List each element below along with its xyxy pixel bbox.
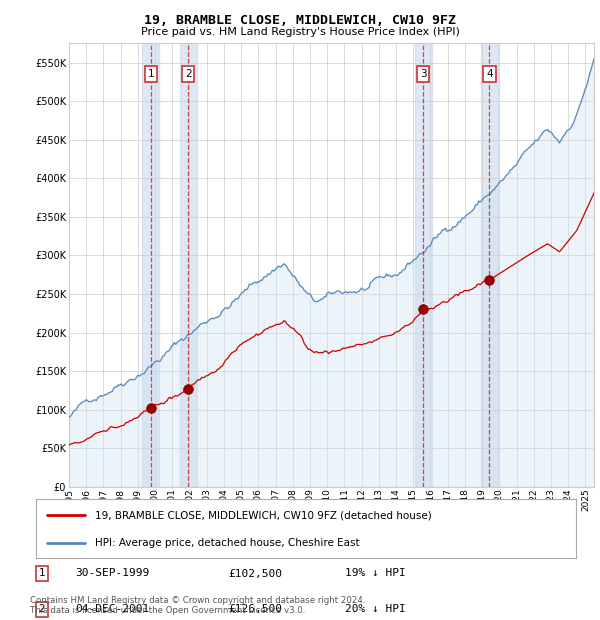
- Text: Contains HM Land Registry data © Crown copyright and database right 2024.
This d: Contains HM Land Registry data © Crown c…: [30, 596, 365, 615]
- Text: 2: 2: [185, 69, 191, 79]
- Text: 19% ↓ HPI: 19% ↓ HPI: [345, 569, 406, 578]
- Text: 30-SEP-1999: 30-SEP-1999: [75, 569, 149, 578]
- Text: 4: 4: [486, 69, 493, 79]
- Text: Price paid vs. HM Land Registry's House Price Index (HPI): Price paid vs. HM Land Registry's House …: [140, 27, 460, 37]
- Bar: [179, 43, 197, 487]
- Text: 3: 3: [420, 69, 427, 79]
- Text: 20% ↓ HPI: 20% ↓ HPI: [345, 604, 406, 614]
- Bar: [142, 43, 160, 487]
- Text: HPI: Average price, detached house, Cheshire East: HPI: Average price, detached house, Ches…: [95, 538, 360, 548]
- Bar: [481, 43, 498, 487]
- Text: 04-DEC-2001: 04-DEC-2001: [75, 604, 149, 614]
- Text: 19, BRAMBLE CLOSE, MIDDLEWICH, CW10 9FZ: 19, BRAMBLE CLOSE, MIDDLEWICH, CW10 9FZ: [144, 14, 456, 27]
- Text: £102,500: £102,500: [228, 569, 282, 578]
- Text: 2: 2: [38, 604, 46, 614]
- Text: £126,500: £126,500: [228, 604, 282, 614]
- Bar: [415, 43, 432, 487]
- Text: 1: 1: [38, 569, 46, 578]
- Text: 1: 1: [148, 69, 154, 79]
- Text: 19, BRAMBLE CLOSE, MIDDLEWICH, CW10 9FZ (detached house): 19, BRAMBLE CLOSE, MIDDLEWICH, CW10 9FZ …: [95, 510, 432, 520]
